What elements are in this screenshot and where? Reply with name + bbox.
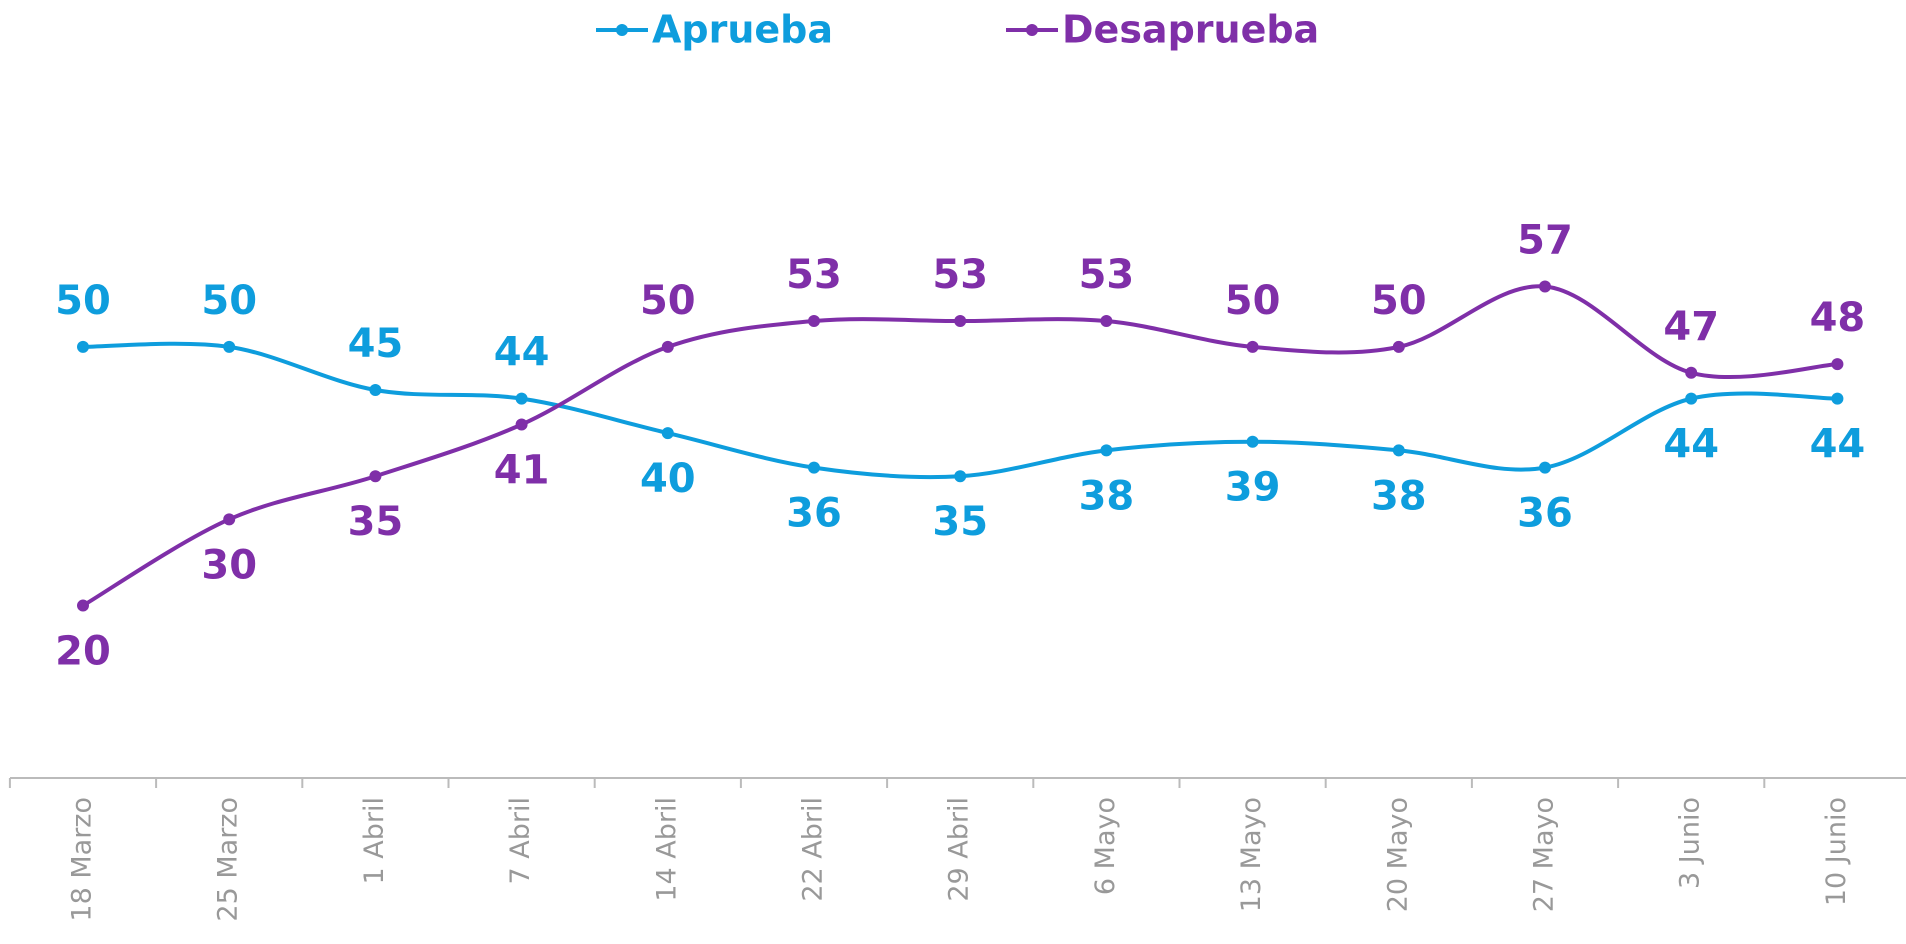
- x-tick-label: 3 Junio: [1675, 797, 1706, 889]
- data-label: 20: [55, 629, 111, 675]
- point: [1685, 366, 1698, 379]
- point: [369, 470, 382, 483]
- point: [1392, 340, 1405, 353]
- series-line: [82, 341, 1838, 480]
- data-label: 47: [1663, 304, 1719, 350]
- point: [954, 315, 967, 328]
- x-tick-label: 27 Mayo: [1529, 797, 1560, 912]
- legend-label: Aprueba: [652, 8, 833, 52]
- legend-label: Desaprueba: [1062, 8, 1319, 52]
- legend-dot: [616, 24, 628, 36]
- x-tick-label: 13 Mayo: [1236, 797, 1267, 912]
- point: [1100, 444, 1113, 457]
- x-tick-label: 20 Mayo: [1382, 797, 1413, 912]
- data-label: 50: [640, 278, 696, 324]
- point: [77, 340, 89, 353]
- data-label: 35: [348, 499, 404, 545]
- x-tick-label: 29 Abril: [944, 797, 975, 902]
- data-label: 38: [1371, 473, 1427, 519]
- data-label: 35: [932, 499, 988, 545]
- data-label: 57: [1517, 218, 1573, 264]
- data-label: 53: [932, 252, 988, 298]
- legend-dot: [1026, 24, 1038, 36]
- point: [954, 470, 967, 483]
- data-label: 40: [640, 456, 696, 502]
- data-label: 50: [55, 278, 111, 324]
- x-tick-label: 22 Abril: [798, 797, 829, 902]
- point: [1246, 340, 1259, 353]
- data-label: 39: [1225, 465, 1281, 511]
- data-label: 48: [1810, 295, 1866, 341]
- x-tick-label: 25 Marzo: [213, 797, 244, 922]
- x-tick-label: 7 Abril: [505, 797, 536, 884]
- point: [661, 427, 674, 440]
- point: [1831, 358, 1844, 371]
- point: [1539, 280, 1551, 293]
- data-label: 53: [786, 252, 842, 298]
- x-tick-label: 6 Mayo: [1090, 797, 1121, 895]
- data-label: 53: [1079, 252, 1135, 298]
- point: [1392, 444, 1405, 457]
- data-label: 38: [1079, 473, 1135, 519]
- point: [223, 513, 236, 526]
- point: [223, 340, 236, 353]
- data-label: 45: [348, 321, 404, 367]
- point: [515, 392, 528, 405]
- data-label: 50: [201, 278, 257, 324]
- x-tick-label: 10 Junio: [1821, 797, 1852, 906]
- data-label: 50: [1225, 278, 1281, 324]
- data-label: 44: [494, 330, 550, 376]
- point: [515, 418, 528, 431]
- data-label: 30: [201, 542, 257, 588]
- point: [1246, 435, 1259, 448]
- point: [808, 461, 820, 474]
- x-tick-label: 14 Abril: [651, 797, 682, 902]
- point: [661, 340, 674, 353]
- data-label: 36: [1517, 491, 1573, 537]
- data-label: 41: [494, 447, 550, 493]
- x-tick-label: 18 Marzo: [67, 797, 98, 922]
- point: [1100, 315, 1113, 328]
- data-label: 36: [786, 491, 842, 537]
- point: [808, 315, 820, 328]
- point: [1539, 461, 1551, 474]
- point: [369, 384, 382, 396]
- x-tick-label: 1 Abril: [359, 797, 390, 884]
- series-line: [81, 284, 1838, 608]
- point: [1685, 392, 1698, 405]
- data-label: 50: [1371, 278, 1427, 324]
- data-label: 44: [1663, 422, 1719, 468]
- point: [1831, 392, 1844, 405]
- point: [77, 599, 89, 612]
- data-label: 44: [1810, 422, 1866, 468]
